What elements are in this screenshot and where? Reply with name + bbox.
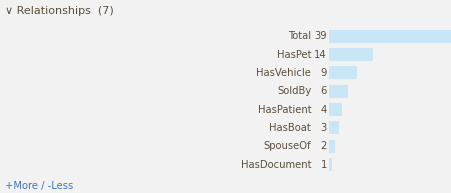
Text: 1: 1 [321,160,327,169]
Text: HasDocument: HasDocument [241,160,311,169]
Bar [329,140,336,153]
Text: 39: 39 [314,31,327,41]
Text: SoldBy: SoldBy [277,86,311,96]
Text: 9: 9 [321,68,327,78]
Bar [329,48,373,61]
Text: 2: 2 [321,141,327,151]
Text: 4: 4 [321,105,327,114]
Bar [329,66,357,80]
Bar [329,85,348,98]
Bar [329,103,342,116]
Text: HasBoat: HasBoat [269,123,311,133]
Bar [329,30,451,43]
Text: 6: 6 [321,86,327,96]
Bar [329,158,332,171]
Bar [329,121,339,135]
Text: HasPatient: HasPatient [258,105,311,114]
Text: 14: 14 [314,50,327,59]
Text: +More / -Less: +More / -Less [5,181,74,191]
Text: SpouseOf: SpouseOf [263,141,311,151]
Text: HasPet: HasPet [277,50,311,59]
Text: HasVehicle: HasVehicle [256,68,311,78]
Text: 3: 3 [321,123,327,133]
Text: Total: Total [288,31,311,41]
Text: ∨ Relationships  (7): ∨ Relationships (7) [5,6,114,16]
